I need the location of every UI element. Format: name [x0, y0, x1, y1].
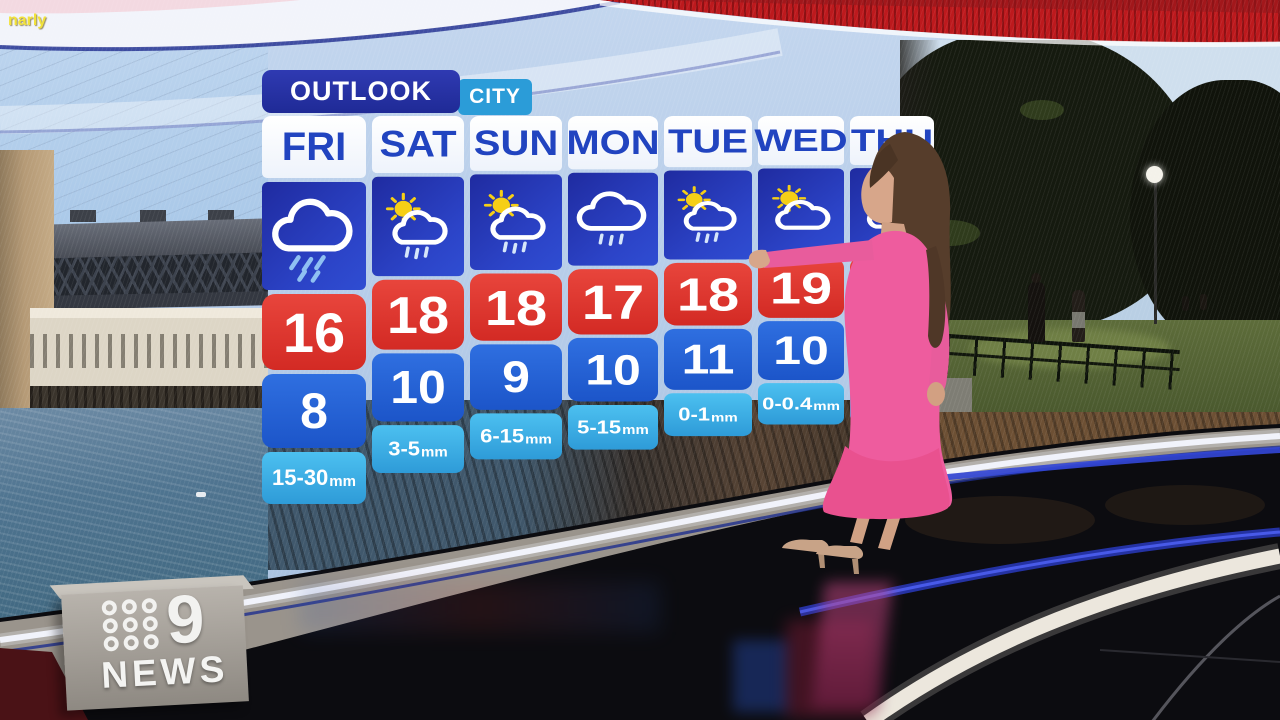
city-label: CITY: [469, 85, 521, 108]
dirt-bank: [900, 412, 1280, 470]
pedestrian-silhouette: [1028, 273, 1045, 342]
watermark: narly: [8, 12, 47, 29]
low-temp: 11: [664, 328, 752, 390]
forecast-column-mon: MON 17 10 5-15 mm: [566, 116, 660, 450]
low-temp: 9: [470, 344, 562, 410]
high-temp: 18: [664, 262, 752, 326]
seven-day-forecast: FRI 16 8 15-30 mm SAT 18 10 3-5 mm SUN: [262, 116, 934, 504]
day-label: WED: [754, 116, 848, 166]
high-temp: 18: [470, 273, 562, 341]
partly-cloudy-icon: [758, 168, 844, 255]
partly-cloudy-icon: [850, 168, 934, 254]
blue-floor-reflection: [733, 640, 789, 712]
dot: [143, 633, 160, 650]
rain-icon: [568, 172, 658, 266]
low-temp: 8: [262, 374, 366, 448]
lamppost-pole: [1154, 182, 1157, 324]
rain-unit: mm: [622, 422, 649, 438]
studio-top-bands: [0, 0, 1280, 134]
high-temp: 17: [568, 269, 658, 335]
rain-amount: 15-30: [272, 465, 329, 490]
forecast-column-tue: TUE 18 11 0-1 mm: [664, 116, 752, 437]
city-location-tab: CITY: [458, 79, 532, 115]
high-temp: 2: [850, 256, 934, 317]
forecast-column-fri: FRI 16 8 15-30 mm: [262, 116, 366, 504]
rain-range: 0-1 mm: [664, 393, 752, 437]
small-boat: [196, 492, 206, 497]
sun-shower-icon: [664, 170, 752, 260]
foliage-highlight: [1020, 100, 1064, 120]
day-label: FRI: [262, 116, 366, 178]
rain-range: 5-15 mm: [568, 404, 658, 450]
floor-seam: [1099, 649, 1280, 663]
forecast-column-sat: SAT 18 10 3-5 mm: [372, 116, 464, 473]
sun-shower-icon: [372, 176, 464, 277]
red-band-shadow: [640, 0, 1280, 13]
rain-range: 3-5 mm: [372, 425, 464, 473]
rain-unit: mm: [329, 472, 356, 490]
outlook-title: OUTLOOK: [290, 76, 432, 106]
rain-unit: mm: [813, 399, 840, 413]
white-top-band: [0, 0, 620, 49]
lamppost-globe: [1146, 166, 1163, 183]
high-temp: 16: [262, 294, 366, 370]
dot: [121, 598, 138, 615]
forecast-column-thu: THU 2: [850, 116, 934, 423]
low-temp: 10: [568, 337, 658, 402]
red-top-band: [600, 0, 1280, 43]
rain-unit: mm: [711, 410, 738, 425]
dot: [141, 597, 158, 614]
rain-unit: mm: [421, 443, 448, 460]
dot: [123, 634, 140, 651]
distant-pedestrian: [1200, 294, 1207, 310]
rain-range: 15-30 mm: [262, 452, 366, 504]
rain-icon: [262, 182, 366, 290]
rain-range: 0-0.4 mm: [758, 383, 844, 425]
rain-amount: 0-1: [678, 403, 711, 425]
forecast-column-wed: WED 19 10 0-0.4 mm: [754, 116, 848, 425]
day-label: MON: [566, 116, 660, 170]
wharf-windows: [30, 334, 268, 368]
dot: [103, 635, 120, 652]
day-label: SUN: [470, 116, 562, 171]
high-temp: 19: [758, 257, 844, 318]
rain-amount: 5-15: [577, 416, 622, 438]
dot: [101, 599, 118, 616]
nine-news-logo: 9 NEWS: [49, 575, 254, 711]
bridge-gantry: [140, 210, 166, 222]
high-temp: 18: [372, 279, 464, 350]
dot: [122, 616, 139, 633]
low-temp: [850, 319, 934, 379]
day-label: THU: [850, 116, 934, 165]
pedestrian-silhouette: [1072, 290, 1085, 342]
pink-top-tint: [0, 0, 300, 14]
low-temp: 10: [758, 321, 844, 380]
rain-range: [850, 381, 934, 423]
outlook-title-bar: OUTLOOK: [262, 70, 460, 113]
navy-top-line: [0, 0, 621, 52]
channel-name: NEWS: [100, 648, 230, 696]
dot: [102, 617, 119, 634]
rain-amount: 0-0.4: [762, 393, 813, 414]
rain-amount: 3-5: [388, 437, 421, 461]
white-under-red-line: [599, 0, 1280, 48]
low-temp: 10: [372, 353, 464, 422]
wharf-building: [30, 308, 268, 392]
rain-unit: mm: [525, 431, 552, 447]
nine-dots-icon: [101, 597, 161, 652]
rain-range: 6-15 mm: [470, 413, 562, 460]
channel-number: 9: [164, 580, 207, 659]
day-label: SAT: [372, 116, 464, 174]
bridge-gantry: [70, 210, 96, 222]
wharf-piles: [30, 386, 268, 412]
sun-shower-icon: [470, 174, 562, 270]
dot: [142, 615, 159, 632]
day-label: TUE: [664, 116, 752, 168]
forecast-column-sun: SUN 18 9 6-15 mm: [470, 116, 562, 460]
distant-pedestrian: [1182, 296, 1189, 311]
red-floor-reflection: [786, 620, 874, 718]
rain-amount: 6-15: [480, 424, 525, 447]
